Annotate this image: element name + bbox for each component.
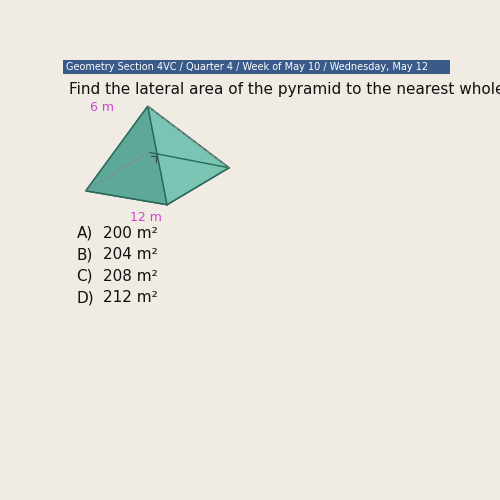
Text: D): D) bbox=[76, 290, 94, 306]
Polygon shape bbox=[86, 106, 167, 205]
Text: 6 m: 6 m bbox=[90, 101, 114, 114]
Text: 212 m²: 212 m² bbox=[103, 290, 158, 306]
Text: A): A) bbox=[76, 226, 92, 241]
Text: 204 m²: 204 m² bbox=[103, 248, 158, 262]
Text: 208 m²: 208 m² bbox=[103, 269, 158, 284]
Polygon shape bbox=[148, 106, 229, 205]
Text: 200 m²: 200 m² bbox=[103, 226, 158, 241]
Text: 12 m: 12 m bbox=[130, 210, 162, 224]
Text: B): B) bbox=[76, 248, 93, 262]
Text: Geometry Section 4VC / Quarter 4 / Week of May 10 / Wednesday, May 12: Geometry Section 4VC / Quarter 4 / Week … bbox=[66, 62, 428, 72]
Polygon shape bbox=[86, 106, 150, 191]
Text: C): C) bbox=[76, 269, 93, 284]
Polygon shape bbox=[148, 106, 229, 168]
Text: Find the lateral area of the pyramid to the nearest whole number.: Find the lateral area of the pyramid to … bbox=[68, 82, 500, 97]
Bar bbox=[62, 60, 450, 74]
